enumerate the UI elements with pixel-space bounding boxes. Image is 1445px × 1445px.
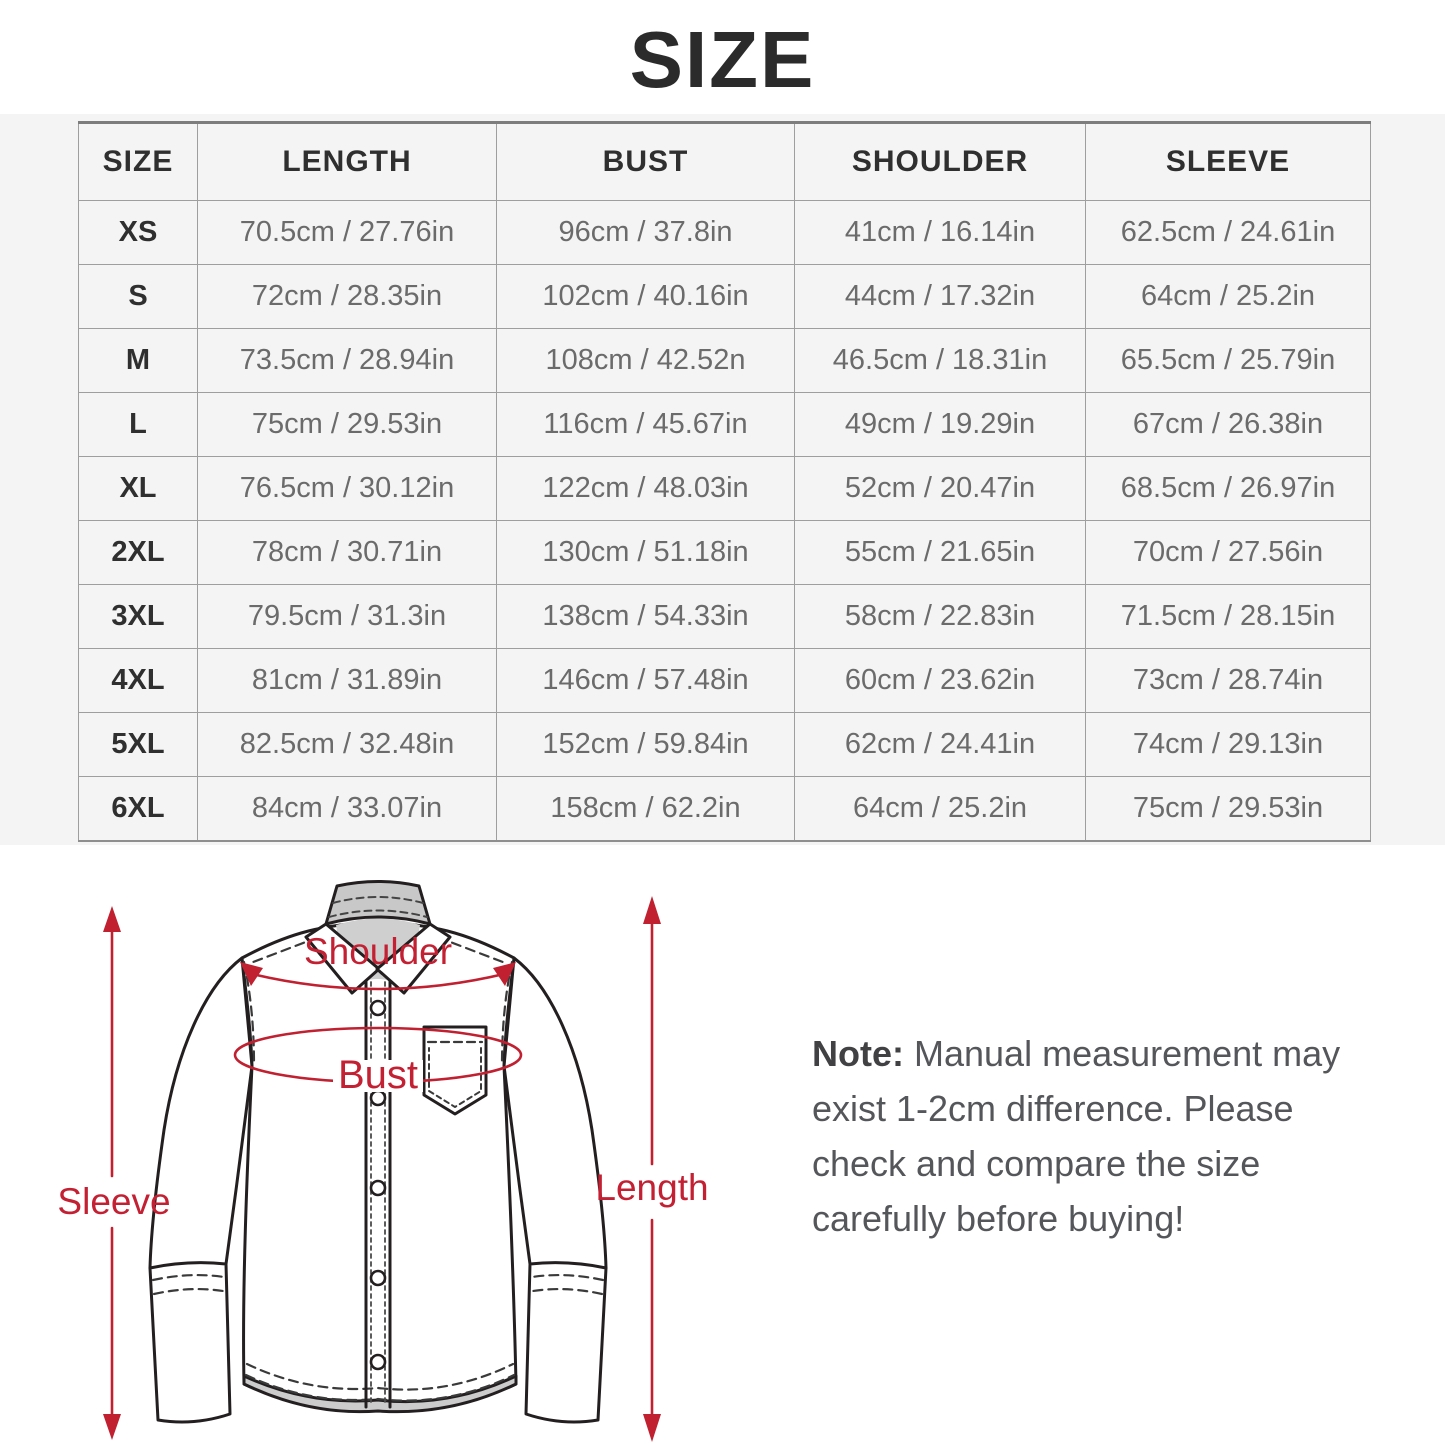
sleeve-value: 67cm / 26.38in xyxy=(1085,392,1371,457)
length-value: 82.5cm / 32.48in xyxy=(197,712,497,777)
table-row: 3XL 79.5cm / 31.3in 138cm / 54.33in 58cm… xyxy=(78,584,1371,649)
shoulder-arrow-left xyxy=(240,962,263,986)
stitching xyxy=(151,930,605,1402)
shirt-body xyxy=(240,920,518,1410)
buttons xyxy=(369,999,387,1371)
length-value: 72cm / 28.35in xyxy=(197,264,497,329)
size-value: 3XL xyxy=(78,584,198,649)
length-value: 81cm / 31.89in xyxy=(197,648,497,713)
left-sleeve xyxy=(148,956,254,1270)
sleeve-value: 64cm / 25.2in xyxy=(1085,264,1371,329)
collar xyxy=(304,880,452,995)
shoulder-value: 60cm / 23.62in xyxy=(794,648,1086,713)
shoulder-value: 41cm / 16.14in xyxy=(794,200,1086,265)
size-value: XS xyxy=(78,200,198,265)
sleeve-value: 68.5cm / 26.97in xyxy=(1085,456,1371,521)
right-cuff xyxy=(524,1261,608,1424)
bust-value: 108cm / 42.52n xyxy=(496,328,795,393)
page-title: SIZE xyxy=(629,15,816,104)
note-label: Note: xyxy=(812,1033,904,1074)
table-row: 5XL 82.5cm / 32.48in 152cm / 59.84in 62c… xyxy=(78,712,1371,777)
length-value: 70.5cm / 27.76in xyxy=(197,200,497,265)
shoulder-value: 64cm / 25.2in xyxy=(794,776,1086,841)
table-row: M 73.5cm / 28.94in 108cm / 42.52n 46.5cm… xyxy=(78,328,1371,393)
col-header-size: SIZE xyxy=(78,122,198,201)
size-value: 6XL xyxy=(78,776,198,841)
length-value: 84cm / 33.07in xyxy=(197,776,497,841)
shirt-measurement-diagram: Shoulder Bust Sleeve Length xyxy=(0,870,770,1445)
table-header-row: SIZE LENGTH BUST SHOULDER SLEEVE xyxy=(78,122,1371,201)
shirt-diagram-svg: Shoulder Bust Sleeve Length xyxy=(57,880,709,1442)
shoulder-value: 52cm / 20.47in xyxy=(794,456,1086,521)
size-table: SIZE LENGTH BUST SHOULDER SLEEVE XS 70.5… xyxy=(78,121,1371,842)
table-row: 2XL 78cm / 30.71in 130cm / 51.18in 55cm … xyxy=(78,520,1371,585)
note-block: Note: Manual measurement may exist 1-2cm… xyxy=(812,1026,1372,1246)
button-placket xyxy=(364,966,392,1409)
right-sleeve xyxy=(502,956,608,1270)
bust-value: 96cm / 37.8in xyxy=(496,200,795,265)
table-row: XS 70.5cm / 27.76in 96cm / 37.8in 41cm /… xyxy=(78,200,1371,265)
table-row: S 72cm / 28.35in 102cm / 40.16in 44cm / … xyxy=(78,264,1371,329)
table-row: 4XL 81cm / 31.89in 146cm / 57.48in 60cm … xyxy=(78,648,1371,713)
note-text: Manual measurement may exist 1-2cm diffe… xyxy=(812,1033,1341,1239)
shoulder-measure-line xyxy=(250,972,506,991)
bust-value: 102cm / 40.16in xyxy=(496,264,795,329)
sleeve-value: 74cm / 29.13in xyxy=(1085,712,1371,777)
bust-label: Bust xyxy=(338,1053,418,1097)
bust-label-backing xyxy=(333,1060,423,1092)
length-label: Length xyxy=(595,1167,708,1208)
shoulder-value: 55cm / 21.65in xyxy=(794,520,1086,585)
sleeve-value: 70cm / 27.56in xyxy=(1085,520,1371,585)
shoulder-value: 46.5cm / 18.31in xyxy=(794,328,1086,393)
bust-value: 116cm / 45.67in xyxy=(496,392,795,457)
size-value: 5XL xyxy=(78,712,198,777)
sleeve-measure-arrow xyxy=(103,906,121,1440)
sleeve-label: Sleeve xyxy=(57,1181,170,1222)
bust-value: 122cm / 48.03in xyxy=(496,456,795,521)
bust-value: 152cm / 59.84in xyxy=(496,712,795,777)
chest-pocket xyxy=(422,1025,488,1116)
col-header-shoulder: SHOULDER xyxy=(794,122,1086,201)
shoulder-arrow-right xyxy=(493,962,516,986)
col-header-bust: BUST xyxy=(496,122,795,201)
bust-value: 158cm / 62.2in xyxy=(496,776,795,841)
length-value: 75cm / 29.53in xyxy=(197,392,497,457)
size-value: M xyxy=(78,328,198,393)
size-value: S xyxy=(78,264,198,329)
table-row: L 75cm / 29.53in 116cm / 45.67in 49cm / … xyxy=(78,392,1371,457)
table-row: 6XL 84cm / 33.07in 158cm / 62.2in 64cm /… xyxy=(78,776,1371,841)
shoulder-value: 44cm / 17.32in xyxy=(794,264,1086,329)
size-value: XL xyxy=(78,456,198,521)
col-header-sleeve: SLEEVE xyxy=(1085,122,1371,201)
length-value: 79.5cm / 31.3in xyxy=(197,584,497,649)
table-row: XL 76.5cm / 30.12in 122cm / 48.03in 52cm… xyxy=(78,456,1371,521)
sleeve-value: 73cm / 28.74in xyxy=(1085,648,1371,713)
length-value: 76.5cm / 30.12in xyxy=(197,456,497,521)
length-value: 78cm / 30.71in xyxy=(197,520,497,585)
sleeve-value: 71.5cm / 28.15in xyxy=(1085,584,1371,649)
bust-value: 138cm / 54.33in xyxy=(496,584,795,649)
bust-value: 146cm / 57.48in xyxy=(496,648,795,713)
size-value: 4XL xyxy=(78,648,198,713)
sleeve-value: 65.5cm / 25.79in xyxy=(1085,328,1371,393)
shoulder-value: 62cm / 24.41in xyxy=(794,712,1086,777)
size-value: 2XL xyxy=(78,520,198,585)
left-cuff xyxy=(148,1261,232,1424)
size-value: L xyxy=(78,392,198,457)
sleeve-value: 62.5cm / 24.61in xyxy=(1085,200,1371,265)
length-value: 73.5cm / 28.94in xyxy=(197,328,497,393)
shirt-outline xyxy=(148,920,608,1424)
col-header-length: LENGTH xyxy=(197,122,497,201)
length-measure-arrow xyxy=(643,896,661,1442)
sleeve-value: 75cm / 29.53in xyxy=(1085,776,1371,841)
bust-value: 130cm / 51.18in xyxy=(496,520,795,585)
shoulder-value: 58cm / 22.83in xyxy=(794,584,1086,649)
shoulder-label: Shoulder xyxy=(304,931,452,972)
shoulder-value: 49cm / 19.29in xyxy=(794,392,1086,457)
